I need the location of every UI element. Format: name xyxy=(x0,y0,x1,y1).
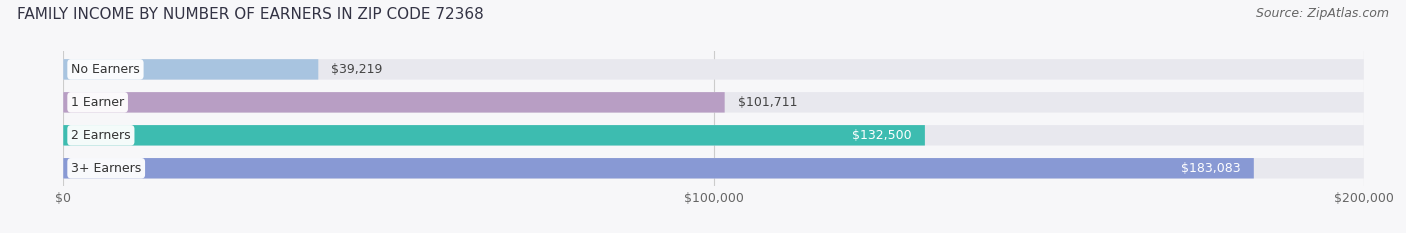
Text: FAMILY INCOME BY NUMBER OF EARNERS IN ZIP CODE 72368: FAMILY INCOME BY NUMBER OF EARNERS IN ZI… xyxy=(17,7,484,22)
Text: $132,500: $132,500 xyxy=(852,129,912,142)
FancyBboxPatch shape xyxy=(63,125,1364,146)
Text: No Earners: No Earners xyxy=(72,63,139,76)
Text: $101,711: $101,711 xyxy=(738,96,797,109)
Text: 3+ Earners: 3+ Earners xyxy=(72,162,142,175)
Text: $183,083: $183,083 xyxy=(1181,162,1241,175)
Text: 1 Earner: 1 Earner xyxy=(72,96,124,109)
FancyBboxPatch shape xyxy=(63,158,1364,178)
FancyBboxPatch shape xyxy=(63,92,724,113)
FancyBboxPatch shape xyxy=(63,125,925,146)
Text: 2 Earners: 2 Earners xyxy=(72,129,131,142)
FancyBboxPatch shape xyxy=(63,59,1364,80)
Text: Source: ZipAtlas.com: Source: ZipAtlas.com xyxy=(1256,7,1389,20)
FancyBboxPatch shape xyxy=(63,92,1364,113)
FancyBboxPatch shape xyxy=(63,158,1254,178)
FancyBboxPatch shape xyxy=(63,59,318,80)
Text: $39,219: $39,219 xyxy=(332,63,382,76)
